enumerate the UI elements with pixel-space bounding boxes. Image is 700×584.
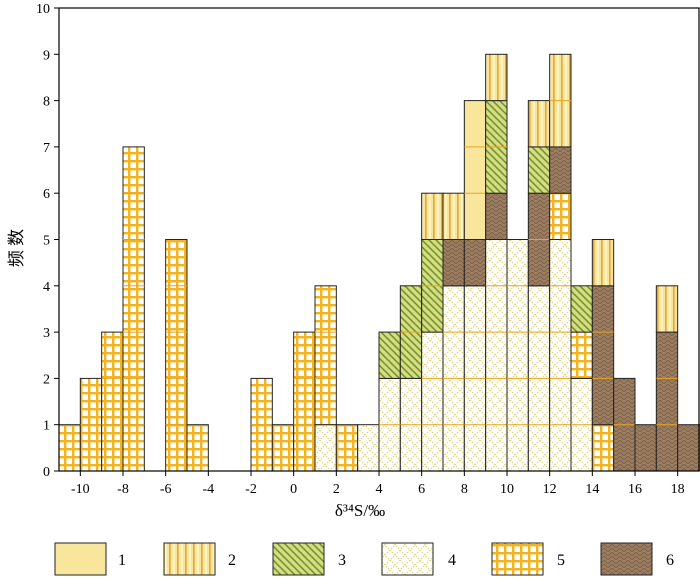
bar-13-series-5: [570, 331, 593, 379]
bar-6-series-4: [421, 331, 444, 472]
bar-4-series-3: [378, 331, 401, 379]
bar-10-series-4: [506, 239, 529, 472]
bar-14-series-5: [591, 424, 615, 472]
bar-8-series-1: [463, 100, 487, 240]
y-tick-label: 1: [43, 419, 50, 434]
y-tick-label: 10: [36, 2, 50, 17]
x-tick-label: 10: [500, 482, 514, 497]
y-tick-label: 2: [43, 372, 50, 387]
bar-9-series-4: [485, 239, 508, 472]
bar-1-series-4: [314, 424, 337, 472]
bar--8-series-5: [122, 146, 145, 472]
bar-11-series-3: [527, 146, 551, 194]
bar-17-series-6: [655, 331, 679, 472]
x-tick-label: -6: [160, 482, 172, 497]
legend-swatch-4: [381, 542, 434, 576]
x-tick-label: 8: [461, 482, 468, 497]
bar-11-series-2: [527, 100, 551, 148]
legend-swatch-1: [54, 542, 107, 576]
bar-9-series-6: [485, 192, 508, 240]
bar-16-series-6: [634, 424, 657, 472]
y-tick-label: 3: [43, 326, 50, 341]
x-tick-label: 18: [671, 482, 685, 497]
legend-swatch-3: [272, 542, 325, 576]
x-tick-label: 14: [585, 482, 599, 497]
x-tick-label: 4: [376, 482, 383, 497]
x-axis-title: δ³⁴S/‰: [335, 501, 385, 520]
x-tick-label: 12: [543, 482, 557, 497]
x-tick-label: 0: [290, 482, 297, 497]
bar--1-series-5: [271, 424, 295, 472]
legend-swatch-5: [491, 542, 544, 576]
bar-12-series-5: [549, 192, 572, 240]
x-tick-label: -8: [117, 482, 129, 497]
bar-17-series-2: [655, 285, 679, 333]
x-tick-label: -10: [71, 482, 90, 497]
legend-label-1: 1: [118, 552, 126, 569]
legend-label-3: 3: [338, 552, 346, 569]
bar-1-series-5: [314, 285, 337, 426]
bar--5-series-5: [186, 424, 209, 472]
histogram-bars: [58, 53, 700, 472]
legend: 1 2 3 4 5 6: [54, 542, 674, 576]
x-tick-label: 16: [628, 482, 642, 497]
bar-18-series-6: [677, 424, 700, 472]
bar-9-series-2: [485, 53, 508, 102]
bar-13-series-3: [570, 285, 593, 333]
bar-14-series-6: [591, 285, 615, 426]
bar-7-series-2: [442, 192, 465, 240]
y-tick-label: 7: [43, 141, 50, 156]
bar-2-series-5: [335, 424, 359, 472]
y-tick-label: 5: [43, 234, 50, 249]
bar-12-series-6: [549, 146, 572, 194]
legend-swatch-2: [163, 542, 216, 576]
y-tick-label: 9: [43, 48, 50, 63]
x-tick-label: 2: [333, 482, 340, 497]
x-tick-label: 6: [418, 482, 425, 497]
y-tick-label: 6: [43, 187, 50, 202]
bar-3-series-4: [357, 424, 380, 472]
bar--9-series-5: [101, 331, 124, 472]
bar-14-series-2: [591, 239, 615, 287]
legend-label-4: 4: [448, 552, 456, 569]
x-tick-label: -4: [202, 482, 214, 497]
legend-label-6: 6: [666, 552, 674, 569]
bar--6-series-5: [165, 239, 188, 472]
x-tick-label: -2: [245, 482, 257, 497]
bar--11-series-5: [58, 424, 81, 472]
y-tick-label: 0: [43, 465, 50, 480]
y-tick-label: 8: [43, 95, 50, 110]
bar-7-series-6: [442, 239, 465, 287]
bar-8-series-6: [463, 239, 487, 287]
y-axis-title: 频 数: [7, 229, 26, 267]
bar-12-series-4: [549, 239, 572, 472]
bar-6-series-2: [421, 192, 444, 240]
legend-swatch-6: [600, 542, 653, 576]
bar-0-series-5: [293, 331, 316, 472]
legend-label-5: 5: [557, 552, 565, 569]
y-tick-label: 4: [43, 280, 50, 295]
legend-label-2: 2: [228, 552, 236, 569]
